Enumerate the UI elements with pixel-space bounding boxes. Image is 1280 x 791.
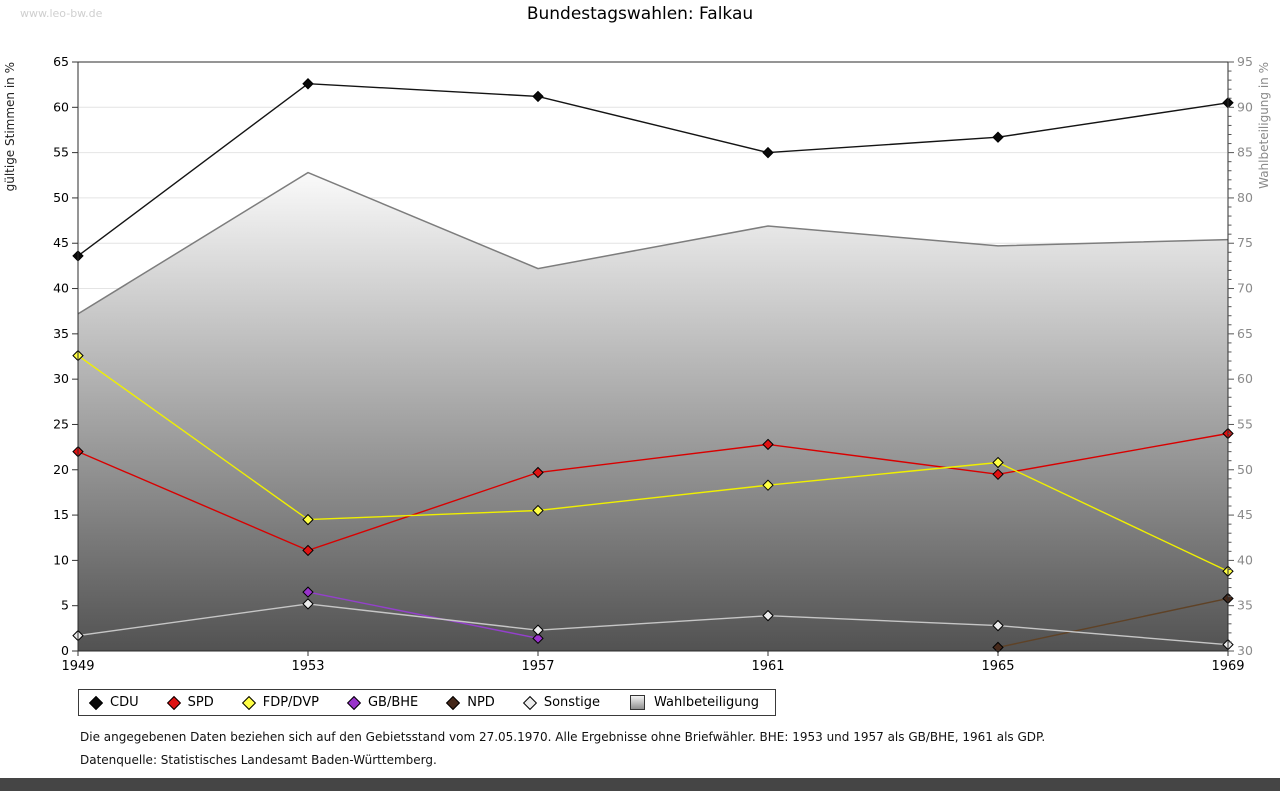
data-point [992, 131, 1004, 143]
right-axis-tick-label: 55 [1237, 416, 1253, 431]
legend-item: NPD [446, 695, 495, 710]
data-point [302, 544, 314, 557]
data-point [992, 619, 1004, 632]
legend-label: SPD [187, 695, 214, 710]
right-axis-tick-label: 85 [1237, 145, 1253, 160]
legend-label: GB/BHE [367, 695, 419, 710]
right-axis-tick-label: 90 [1237, 99, 1253, 114]
legend-label: NPD [467, 695, 495, 710]
footnote-geography: Die angegebenen Daten beziehen sich auf … [80, 730, 1046, 744]
x-axis-year-label: 1969 [1211, 659, 1244, 674]
left-axis-tick-label: 55 [53, 145, 69, 160]
right-axis-tick-label: 30 [1237, 643, 1253, 658]
left-axis-tick-label: 30 [53, 371, 69, 386]
data-point [302, 586, 314, 598]
data-point [762, 438, 774, 451]
right-axis-tick-label: 80 [1237, 190, 1253, 205]
legend-diamond-icon [522, 695, 537, 710]
data-point [762, 609, 774, 622]
series-line [77, 355, 1229, 572]
left-axis-tick-label: 10 [53, 552, 69, 567]
legend-item: SPD [166, 695, 214, 710]
legend-item: GB/BHE [346, 695, 419, 710]
data-point [532, 632, 544, 645]
legend-label: Wahlbeteiligung [654, 695, 760, 710]
right-axis-tick-label: 35 [1237, 598, 1253, 613]
left-axis-tick-label: 5 [61, 598, 69, 613]
left-axis-tick-label: 25 [53, 416, 69, 431]
left-axis-tick-label: 50 [53, 190, 69, 205]
series-line [307, 591, 539, 639]
election-line-chart: 0 5 10 15 20 25 30 35 40 45 50 55 60 65 30 35 40 45 50 55 60… [3, 54, 1271, 674]
plot-border [77, 61, 1229, 652]
data-point [302, 598, 314, 610]
x-axis-year-label: 1965 [981, 659, 1014, 674]
legend-diamond-icon [88, 695, 104, 710]
legend-diamond-icon [241, 695, 256, 710]
left-axis-tick-label: 65 [53, 54, 69, 69]
x-axis-year-label: 1953 [291, 659, 324, 674]
legend-item: CDU [88, 695, 139, 710]
legend-label: CDU [110, 695, 139, 710]
series-line [77, 82, 1229, 257]
series-line [77, 603, 1229, 646]
legend-diamond-icon [446, 695, 461, 710]
chart-title: Bundestagswahlen: Falkau [526, 4, 754, 24]
watermark: www.leo-bw.de [20, 7, 103, 20]
x-axis-year-label: 1957 [521, 659, 554, 674]
x-axis-year-label: 1949 [61, 659, 94, 674]
legend-diamond-icon [346, 695, 362, 710]
data-point [992, 468, 1004, 481]
series-line [997, 597, 1229, 649]
left-axis-tick-label: 20 [53, 462, 69, 477]
turnout-line [77, 171, 1229, 315]
chart-svg: 0 5 10 15 20 25 30 35 40 45 50 55 60 65 30 35 40 45 50 55 60… [3, 54, 1271, 674]
footnote-source: Datenquelle: Statistisches Landesamt Bad… [80, 753, 437, 767]
data-point [762, 146, 774, 159]
data-point [762, 479, 774, 491]
left-axis-tick-label: 60 [53, 99, 69, 114]
legend-item: Sonstige [522, 695, 600, 710]
legend-diamond-icon [166, 695, 181, 710]
x-axis-year-label: 1961 [751, 659, 784, 674]
data-point [302, 78, 314, 90]
left-axis-tick-label: 35 [53, 326, 69, 341]
data-point [532, 466, 544, 479]
legend-item: Wahlbeteiligung [630, 695, 759, 710]
left-axis-tick-label: 0 [61, 643, 69, 658]
data-point [532, 90, 544, 103]
right-axis-tick-label: 45 [1237, 507, 1253, 522]
right-axis-tick-label: 50 [1237, 462, 1253, 477]
legend-label: FDP/DVP [262, 695, 319, 710]
left-axis-tick-label: 45 [53, 235, 69, 250]
right-axis-tick-label: 70 [1237, 281, 1253, 296]
data-point [302, 513, 314, 526]
right-axis-tick-label: 40 [1237, 552, 1253, 567]
right-axis-tick-label: 60 [1237, 371, 1253, 386]
right-axis-tick-label: 75 [1237, 235, 1253, 250]
right-axis-tick-label: 95 [1237, 54, 1253, 69]
legend-area-swatch-icon [630, 695, 645, 710]
right-axis-title: Wahlbeteiligung in % [1257, 62, 1271, 189]
bottom-bar [0, 778, 1280, 791]
data-point [532, 624, 544, 636]
right-axis-tick-label: 65 [1237, 326, 1253, 341]
left-axis-tick-label: 15 [53, 507, 69, 522]
left-axis-tick-label: 40 [53, 281, 69, 296]
legend-item: FDP/DVP [241, 695, 319, 710]
legend-label: Sonstige [543, 695, 600, 710]
data-point [532, 504, 544, 517]
left-axis-title: gültige Stimmen in % [3, 62, 17, 191]
data-point [992, 456, 1004, 469]
series-line [77, 432, 1229, 552]
chart-legend: CDU SPD FDP/DVP GB/BHE NPD Sonstige Wahlbeteil… [78, 689, 777, 716]
